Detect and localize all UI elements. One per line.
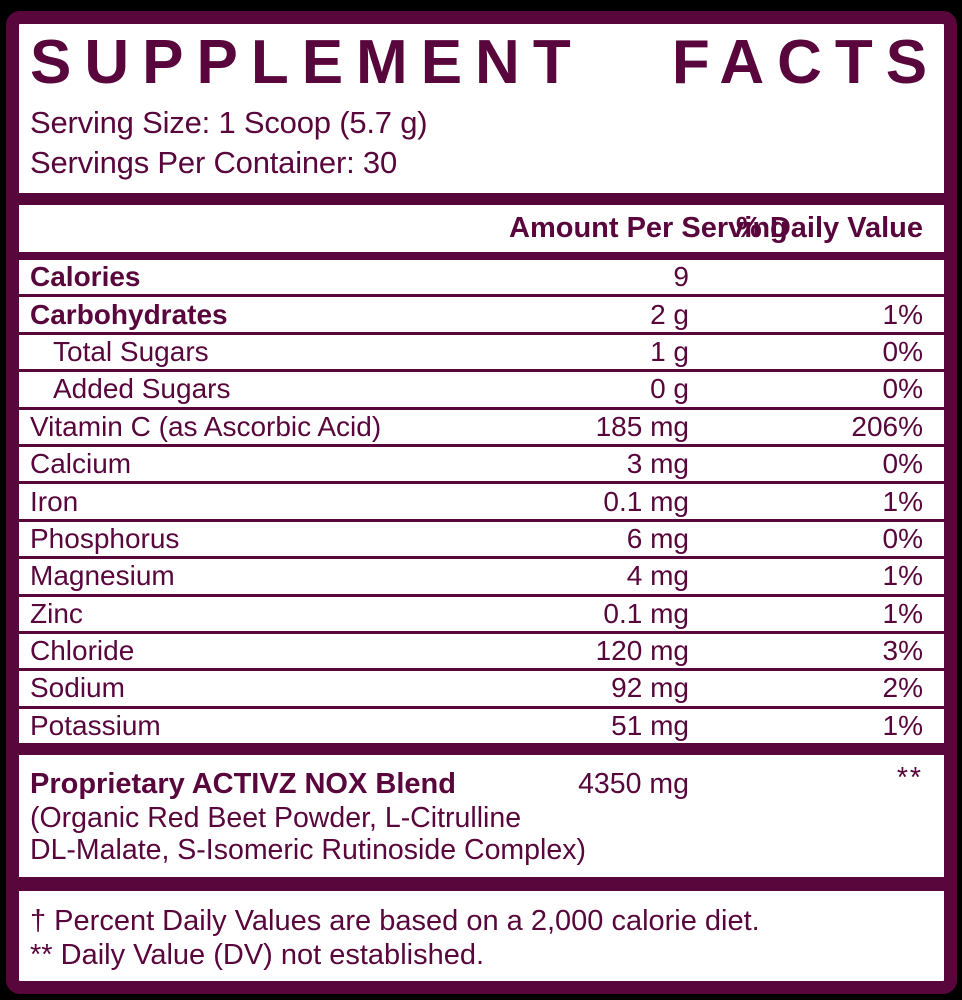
table-row: Calcium 3 mg 0% [19, 443, 944, 481]
serving-size: Serving Size: 1 Scoop (5.7 g) [30, 105, 428, 140]
nutrient-name: Carbohydrates [30, 298, 228, 330]
table-row: Phosphorus 6 mg 0% [19, 518, 944, 556]
proprietary-blend-section: Proprietary ACTIVZ NOX Blend 4350 mg ** … [19, 755, 944, 877]
servings-per-container: Servings Per Container: 30 [30, 145, 397, 180]
table-row: Total Sugars 1 g 0% [19, 331, 944, 369]
amount-value: 6 mg [626, 522, 689, 554]
label-card: SUPPLEMENT FACTS Serving Size: 1 Scoop (… [6, 11, 957, 994]
nutrient-name: Magnesium [30, 560, 175, 592]
amount-value: 185 mg [595, 410, 689, 442]
table-row: Sodium 92 mg 2% [19, 668, 944, 705]
blend-amount: 4350 mg [578, 767, 689, 800]
amount-value: 3 mg [626, 448, 689, 480]
serving-info: Serving Size: 1 Scoop (5.7 g) Servings P… [30, 103, 944, 183]
header-rule [19, 252, 944, 260]
blend-description-line: (Organic Red Beet Powder, L-Citrulline [30, 802, 522, 835]
amount-value: 0.1 mg [603, 485, 689, 517]
daily-value: 0% [882, 448, 923, 480]
daily-value: 206% [851, 410, 923, 442]
amount-value: 92 mg [611, 672, 689, 704]
table-header-row: Amount Per Serving % Daily Value [19, 205, 944, 252]
nutrient-name: Calcium [30, 448, 132, 480]
table-row: Zinc 0.1 mg 1% [19, 593, 944, 631]
daily-value: 0% [882, 522, 923, 554]
table-row: Potassium 51 mg 1% [19, 705, 944, 743]
amount-value: 2 g [650, 298, 689, 330]
table-row: Added Sugars 0 g 0% [19, 369, 944, 406]
section-divider [19, 743, 944, 756]
not-established-footnote: ** Daily Value (DV) not established. [30, 939, 485, 972]
daily-value: 0% [882, 335, 923, 367]
nutrient-name: Added Sugars [53, 373, 231, 405]
amount-value: 4 mg [626, 560, 689, 592]
daily-value: 1% [882, 709, 923, 741]
nutrient-name: Vitamin C (as Ascorbic Acid) [30, 410, 382, 442]
nutrient-name: Phosphorus [30, 522, 180, 554]
daily-value: 1% [882, 597, 923, 629]
blend-name: Proprietary ACTIVZ NOX Blend [30, 767, 456, 800]
amount-column-header: Amount Per Serving [509, 212, 788, 244]
table-row: Magnesium 4 mg 1% [19, 556, 944, 593]
daily-value-column-header: % Daily Value [736, 212, 923, 244]
page-title: SUPPLEMENT FACTS [30, 28, 941, 97]
daily-value: 0% [882, 373, 923, 405]
table-row: Carbohydrates 2 g 1% [19, 294, 944, 331]
blend-description-line: DL-Malate, S-Isomeric Rutinoside Complex… [30, 834, 586, 867]
section-divider [19, 193, 944, 205]
daily-value: 1% [882, 298, 923, 330]
nutrient-table: Calories 9 Carbohydrates 2 g 1% Total Su… [19, 260, 944, 743]
table-row: Vitamin C (as Ascorbic Acid) 185 mg 206% [19, 406, 944, 444]
table-row: Chloride 120 mg 3% [19, 630, 944, 668]
amount-value: 120 mg [595, 635, 689, 667]
amount-value: 0.1 mg [603, 597, 689, 629]
daily-value-footnote: † Percent Daily Values are based on a 2,… [30, 905, 760, 938]
daily-value: 2% [882, 672, 923, 704]
amount-value: 0 g [650, 373, 689, 405]
nutrient-name: Potassium [30, 709, 161, 741]
nutrient-name: Chloride [30, 635, 135, 667]
daily-value: 3% [882, 635, 923, 667]
nutrient-name: Total Sugars [53, 335, 209, 367]
nutrient-name: Zinc [30, 597, 83, 629]
amount-value: 1 g [650, 335, 689, 367]
nutrient-name: Sodium [30, 672, 125, 704]
nutrient-name: Calories [30, 261, 141, 293]
nutrient-name: Iron [30, 485, 79, 517]
section-divider [19, 877, 944, 892]
footnotes-section: † Percent Daily Values are based on a 2,… [19, 891, 944, 981]
daily-value: 1% [882, 560, 923, 592]
table-row: Iron 0.1 mg 1% [19, 481, 944, 518]
table-row: Calories 9 [19, 260, 944, 294]
header-section: SUPPLEMENT FACTS Serving Size: 1 Scoop (… [19, 24, 944, 193]
blend-daily-value: ** [896, 762, 923, 795]
amount-value: 9 [673, 261, 689, 293]
daily-value: 1% [882, 485, 923, 517]
amount-value: 51 mg [611, 709, 689, 741]
blend-row: Proprietary ACTIVZ NOX Blend 4350 mg ** [19, 762, 944, 802]
